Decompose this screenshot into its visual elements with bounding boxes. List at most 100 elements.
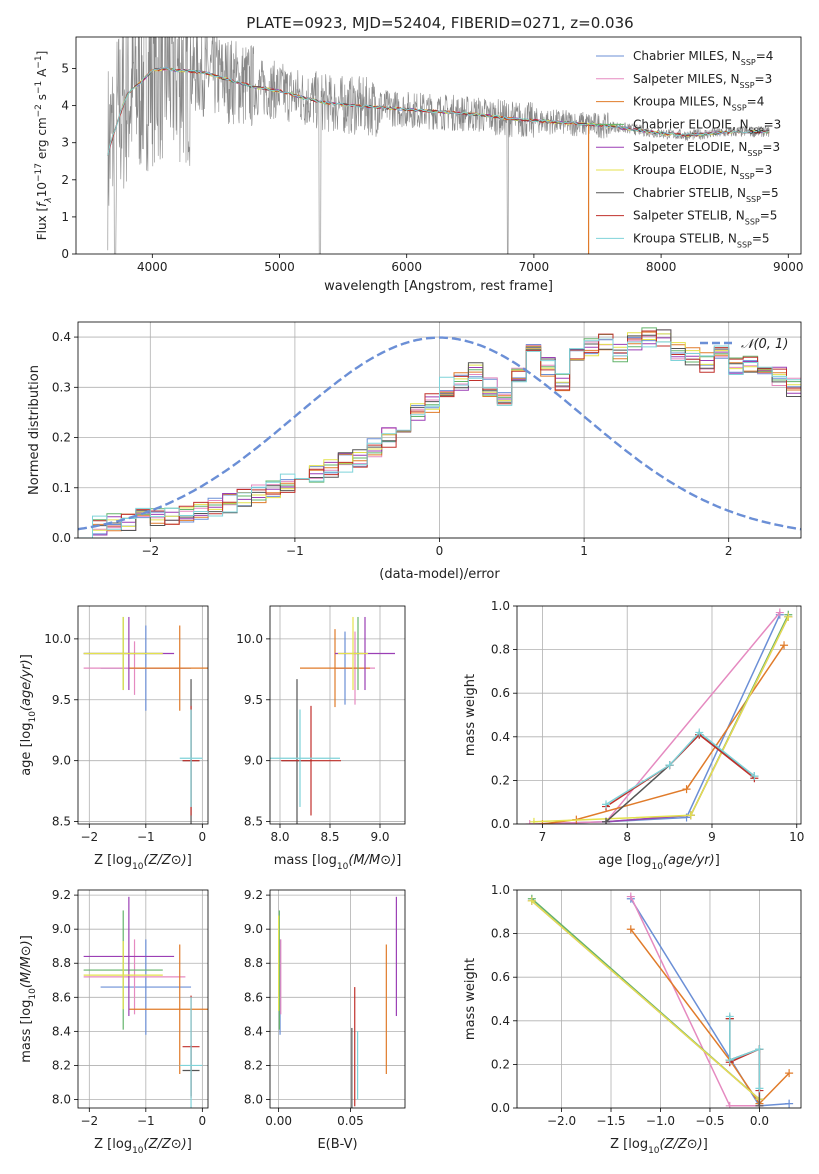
x-tick-label: 8.0 <box>270 830 289 844</box>
marker-kroupa_elodie <box>686 811 695 820</box>
y-tick-label: 9.0 <box>52 922 71 936</box>
residuals-panel: −2 −1 0 1 2 0.0 0.1 0.2 0.3 0.4 (data-model)/error… <box>27 321 802 582</box>
plot-frame <box>77 605 209 825</box>
y-tick-label: 9.2 <box>52 888 71 902</box>
series-salpeter_elodie <box>605 616 789 823</box>
y-tick-label: 0.2 <box>491 773 510 787</box>
y-tick-label: 0.8 <box>491 927 510 941</box>
y-tick-label: 2 <box>61 173 69 187</box>
x-tick-label: 4000 <box>137 260 168 274</box>
marker-salpeter_miles <box>775 608 784 617</box>
y-tick-label: 0.4 <box>491 1014 510 1028</box>
x-tick-label: −1.0 <box>646 1114 675 1128</box>
legend-entry: Chabrier STELIB, NSSP=5 <box>633 186 779 204</box>
y-tick-label: 1 <box>61 210 69 224</box>
plot-frame <box>269 889 406 1109</box>
legend-entry: Chabrier MILES, NSSP=4 <box>633 49 773 67</box>
y-tick-label: 0.4 <box>52 330 71 344</box>
x-tick-label: 6000 <box>391 260 422 274</box>
x-tick-label: 7 <box>539 830 547 844</box>
y-tick-label: 0.8 <box>491 643 510 657</box>
axis-label: age [log10(age/yr)] <box>598 853 720 872</box>
y-tick-label: 0.6 <box>491 686 510 700</box>
axis-label: mass [log10(M/M⊙)] <box>274 853 402 872</box>
observed-spectrum <box>107 37 770 254</box>
legend-entry: Kroupa MILES, NSSP=4 <box>633 95 764 113</box>
y-tick-label: 0.0 <box>52 531 71 545</box>
marker-kroupa_stelib <box>750 772 759 781</box>
errorbars <box>83 616 208 824</box>
series-chabrier_elodie <box>605 614 789 823</box>
y-tick-label: 0.3 <box>52 380 71 394</box>
x-tick-label: −2 <box>80 1114 98 1128</box>
y-tick-label: 5 <box>61 62 69 76</box>
plot-frame <box>75 36 802 255</box>
x-tick-label: −1 <box>286 544 304 558</box>
x-tick-label: 8.5 <box>320 830 339 844</box>
y-tick-label: 8.5 <box>52 815 71 829</box>
marker-kroupa_miles <box>780 641 789 650</box>
legend-entry: Salpeter STELIB, NSSP=5 <box>633 209 777 227</box>
marker-kroupa_stelib <box>725 1056 734 1065</box>
x-tick-label: 10 <box>789 830 804 844</box>
x-tick-label: 0 <box>436 544 444 558</box>
series-kroupa_elodie <box>531 900 760 1100</box>
axis-label: Z [log10(Z/Z⊙)] <box>610 1137 708 1156</box>
marker-kroupa_elodie <box>784 612 793 621</box>
y-tick-label: 0.6 <box>491 970 510 984</box>
x-tick-label: −1.5 <box>596 1114 625 1128</box>
legend-entry: Kroupa ELODIE, NSSP=3 <box>633 163 772 181</box>
errorbars <box>270 616 395 824</box>
series-chabrier_stelib <box>605 733 755 823</box>
marker-kroupa_stelib <box>755 1045 764 1054</box>
y-tick-label: 8.4 <box>244 1024 263 1038</box>
y-tick-label: 9.5 <box>244 693 263 707</box>
series-lines <box>525 608 793 824</box>
marker-kroupa_stelib <box>755 1084 764 1093</box>
spectrum-panel: 4000 5000 6000 7000 8000 9000 0 1 2 3 4 5 wavelength… <box>34 36 804 294</box>
age_vs_mass-panel: 8.0 8.5 9.0 8.5 9.0 9.5 10.0 mass [log10(M/M⊙)] <box>236 605 406 872</box>
series-chabrier_stelib <box>729 1018 761 1106</box>
errorbars <box>83 896 208 1108</box>
series-kroupa_stelib <box>605 731 755 806</box>
marker-kroupa_elodie <box>527 896 536 905</box>
y-tick-label: 0 <box>61 247 69 261</box>
y-tick-label: 8.8 <box>52 956 71 970</box>
spectrum-lines <box>107 37 770 254</box>
y-axis-label: Flux [fλ10−17 erg cm−2 s−1 A−1] <box>34 51 54 241</box>
x-tick-label: 9000 <box>773 260 804 274</box>
x-tick-label: −2 <box>80 830 98 844</box>
x-axis-label: (data-model)/error <box>379 567 500 582</box>
legend-entry: 𝒩(0, 1) <box>741 337 788 352</box>
y-axis-label: mass weight <box>463 674 478 756</box>
legend-entry: Kroupa STELIB, NSSP=5 <box>633 231 770 249</box>
x-tick-label: 9.0 <box>370 830 389 844</box>
y-tick-label: 0.0 <box>491 817 510 831</box>
errorbars <box>278 896 397 1108</box>
model-line-kroupa_stelib <box>107 67 770 156</box>
marker-chabrier_miles <box>785 1099 794 1108</box>
x-tick-label: 2 <box>725 544 733 558</box>
x-tick-label: 8000 <box>646 260 677 274</box>
y-tick-label: 0.2 <box>491 1057 510 1071</box>
y-tick-label: 9.0 <box>52 754 71 768</box>
mass_weight_vs_z-panel: −2.0 −1.5 −1.0 −0.5 0.0 0.0 0.2 0.4 0.6 0.8 1.0 Z [… <box>463 883 802 1156</box>
y-tick-label: 8.6 <box>244 990 263 1004</box>
legend-entry: Salpeter ELODIE, NSSP=3 <box>633 140 780 158</box>
mass_vs_z-panel: −2 −1 0 8.0 8.2 8.4 8.6 8.8 9.0 9.2 Z [log10(Z/Z⊙)… <box>19 888 209 1156</box>
histogram-lines <box>78 327 801 538</box>
plot-frame <box>77 321 802 539</box>
plot-frame <box>269 605 406 825</box>
legend-entry: Salpeter MILES, NSSP=3 <box>633 72 772 90</box>
x-tick-label: 0.0 <box>750 1114 769 1128</box>
figure-title: PLATE=0923, MJD=52404, FIBERID=0271, z=0… <box>246 14 633 32</box>
series-kroupa_miles <box>542 644 785 824</box>
legend-entry: Chabrier ELODIE, NSSP=3 <box>633 117 781 135</box>
x-axis-label: wavelength [Angstrom, rest frame] <box>324 279 553 294</box>
marker-chabrier_stelib <box>755 1101 764 1108</box>
marker-chabrier_stelib <box>602 817 611 824</box>
marker-salpeter_miles <box>725 1101 734 1108</box>
y-tick-label: 8.0 <box>52 1092 71 1106</box>
marker-kroupa_elodie <box>529 817 538 824</box>
x-tick-label: 0.00 <box>265 1114 292 1128</box>
